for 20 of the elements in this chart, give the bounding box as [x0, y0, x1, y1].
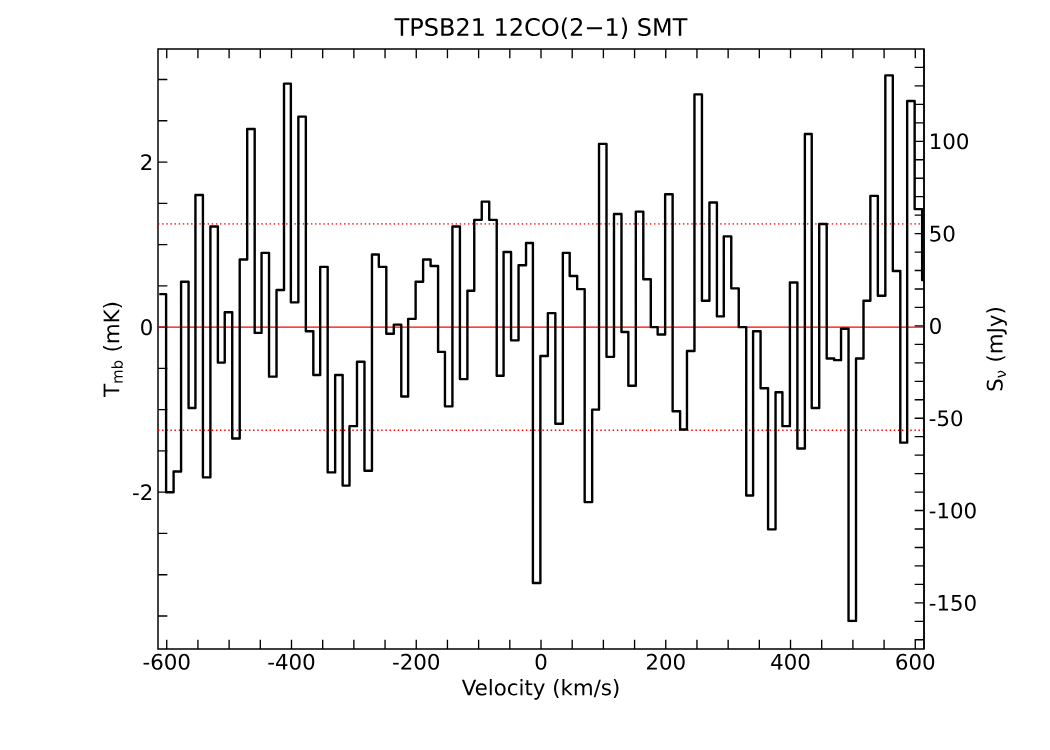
x-axis-title: Velocity (km/s): [461, 679, 619, 700]
y2-tick-label: 50: [930, 225, 955, 242]
y2-tick-label: 0: [930, 317, 941, 334]
y2-tick-label: -100: [929, 502, 976, 519]
y-axis-title: T$_{mb}$ (mK): [103, 302, 123, 398]
y2-axis-title: S$_{ν}$ (mJy): [986, 308, 1007, 391]
y2-tick-label: 100: [931, 133, 969, 150]
x-tick-label: -600: [143, 653, 190, 670]
chart-title: TPSB21 12CO(2−1) SMT: [394, 17, 688, 39]
x-tick-label: -400: [268, 653, 315, 670]
x-tick-label: 600: [896, 653, 935, 670]
y-tick-label: 0: [141, 319, 152, 336]
y2-tick-label: -150: [929, 594, 976, 611]
x-tick-label: 400: [771, 653, 810, 670]
x-tick-label: 200: [646, 653, 685, 670]
x-tick-label: 0: [535, 653, 547, 670]
y-tick-label: -2: [133, 484, 152, 501]
x-tick-label: -200: [393, 653, 440, 670]
y2-tick-label: -50: [929, 410, 963, 427]
y-tick-label: 2: [141, 154, 152, 170]
